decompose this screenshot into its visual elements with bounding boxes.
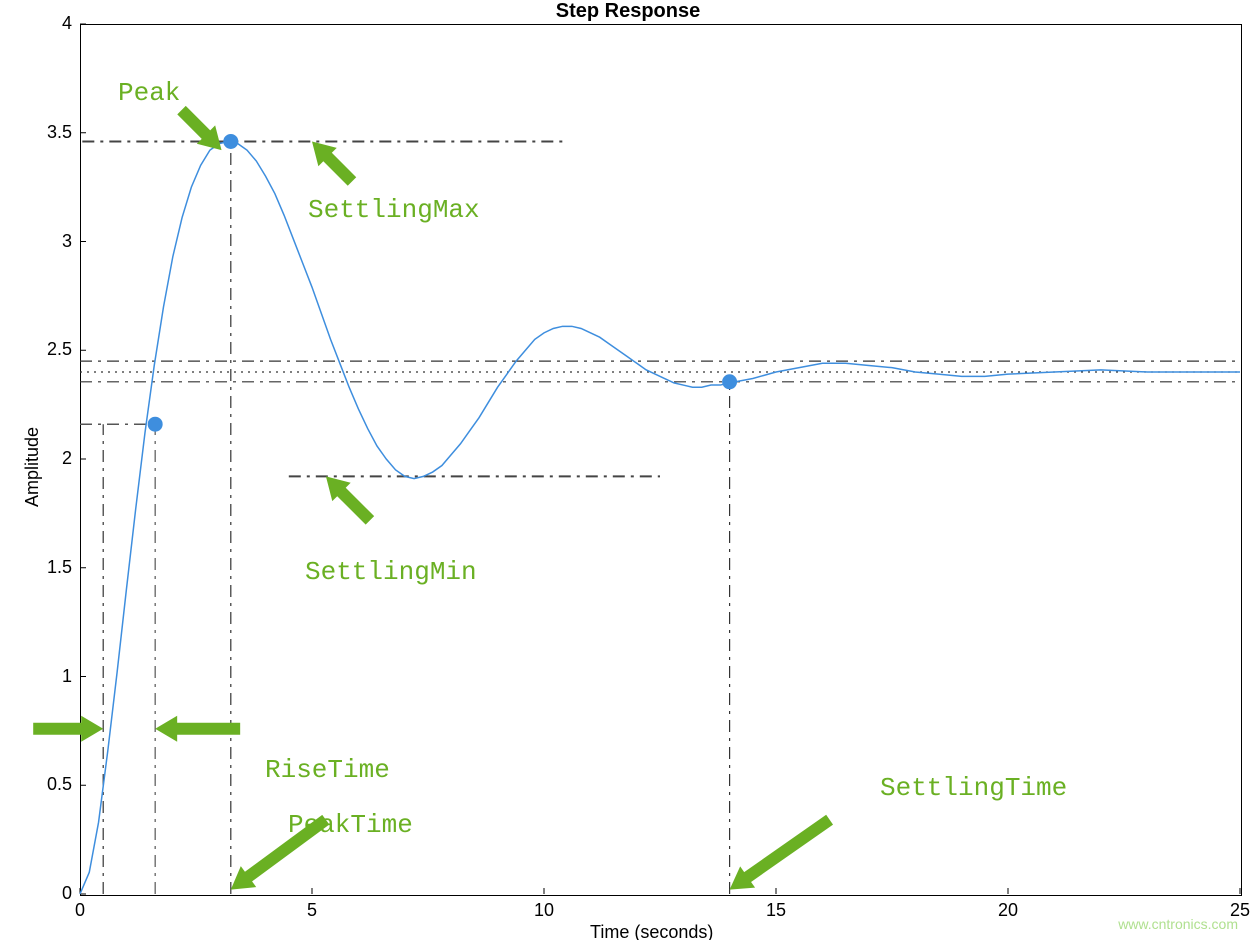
y-tick-label: 4 (22, 13, 72, 34)
y-tick-label: 1.5 (22, 557, 72, 578)
y-tick-label: 1 (22, 666, 72, 687)
x-tick-label: 5 (297, 900, 327, 921)
x-tick-label: 20 (993, 900, 1023, 921)
annotation-label: RiseTime (265, 755, 390, 785)
watermark: www.cntronics.com (1118, 916, 1238, 932)
x-tick-label: 10 (529, 900, 559, 921)
annotation-label: SettlingMin (305, 557, 477, 587)
y-tick-label: 3 (22, 231, 72, 252)
x-axis-label: Time (seconds) (590, 922, 713, 940)
y-tick-label: 2.5 (22, 339, 72, 360)
y-tick-label: 3.5 (22, 122, 72, 143)
annotation-label: PeakTime (288, 810, 413, 840)
chart-title: Step Response (0, 0, 1256, 23)
chart-container: Step Response Amplitude Time (seconds) P… (0, 0, 1256, 940)
y-tick-label: 0 (22, 883, 72, 904)
y-tick-label: 2 (22, 448, 72, 469)
plot-area (80, 24, 1242, 896)
annotation-label: SettlingMax (308, 195, 480, 225)
annotation-label: SettlingTime (880, 773, 1067, 803)
x-tick-label: 15 (761, 900, 791, 921)
annotation-label: Peak (118, 78, 180, 108)
y-tick-label: 0.5 (22, 774, 72, 795)
